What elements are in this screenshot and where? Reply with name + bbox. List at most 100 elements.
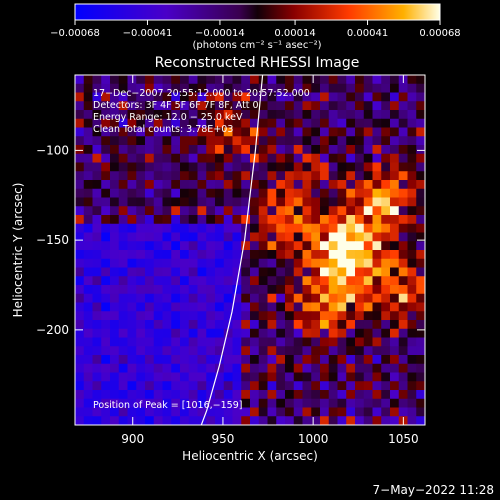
heatmap-cell xyxy=(250,302,260,312)
heatmap-cell xyxy=(355,136,365,146)
footer-date: 7−May−2022 11:28 xyxy=(373,483,495,497)
heatmap-cell xyxy=(153,153,163,163)
heatmap-cell xyxy=(293,390,303,400)
heatmap-cell xyxy=(153,180,163,190)
heatmap-cell xyxy=(171,136,181,146)
heatmap-cell xyxy=(276,381,286,391)
heatmap-cell xyxy=(398,398,408,408)
heatmap-cell xyxy=(153,407,163,417)
heatmap-cell xyxy=(145,171,155,181)
heatmap-cell xyxy=(215,153,225,163)
heatmap-cell xyxy=(136,346,146,356)
heatmap-cell xyxy=(232,232,242,242)
heatmap-cell xyxy=(293,197,303,207)
heatmap-cell xyxy=(398,171,408,181)
heatmap-cell xyxy=(171,171,181,181)
heatmap-cell xyxy=(136,302,146,312)
heatmap-cell xyxy=(346,320,356,330)
heatmap-cell xyxy=(188,381,198,391)
heatmap-cell xyxy=(171,337,181,347)
heatmap-cell xyxy=(180,416,190,425)
heatmap-cell xyxy=(320,258,330,268)
heatmap-cell xyxy=(171,320,181,330)
heatmap-cell xyxy=(355,180,365,190)
heatmap-cell xyxy=(258,311,268,321)
heatmap-cell xyxy=(372,188,382,198)
heatmap-cell xyxy=(416,363,425,373)
heatmap-cell xyxy=(197,363,207,373)
heatmap-cell xyxy=(363,416,373,425)
heatmap-cell xyxy=(110,83,120,93)
heatmap-cell xyxy=(372,206,382,216)
heatmap-cell xyxy=(101,136,111,146)
heatmap-cell xyxy=(302,293,312,303)
heatmap-cell xyxy=(311,101,321,111)
heatmap-cell xyxy=(188,180,198,190)
heatmap-cell xyxy=(83,337,93,347)
heatmap-cell xyxy=(381,372,391,382)
heatmap-cell xyxy=(180,258,190,268)
heatmap-cell xyxy=(92,110,102,120)
heatmap-cell xyxy=(101,302,111,312)
heatmap-cell xyxy=(110,101,120,111)
heatmap-cell xyxy=(83,101,93,111)
heatmap-cell xyxy=(206,215,216,225)
heatmap-cell xyxy=(320,153,330,163)
heatmap-cell xyxy=(215,136,225,146)
heatmap-cell xyxy=(127,267,137,277)
heatmap-cell xyxy=(127,328,137,338)
heatmap-cell xyxy=(118,363,128,373)
heatmap-cell xyxy=(328,285,338,295)
heatmap-cell xyxy=(92,188,102,198)
heatmap-cell xyxy=(232,320,242,330)
heatmap-cell xyxy=(188,171,198,181)
heatmap-cell xyxy=(346,293,356,303)
heatmap-cell xyxy=(75,241,85,251)
heatmap-cell xyxy=(320,92,330,102)
heatmap-cell xyxy=(92,241,102,251)
heatmap-cell xyxy=(75,285,85,295)
heatmap-cell xyxy=(250,311,260,321)
heatmap-cell xyxy=(180,337,190,347)
heatmap-cell xyxy=(232,75,242,85)
heatmap-cell xyxy=(188,250,198,260)
heatmap-cell xyxy=(293,171,303,181)
heatmap-cell xyxy=(285,127,295,137)
heatmap-cell xyxy=(92,267,102,277)
heatmap-cell xyxy=(363,118,373,128)
heatmap-cell xyxy=(267,153,277,163)
heatmap-cell xyxy=(162,363,172,373)
heatmap-cell xyxy=(92,145,102,155)
heatmap-cell xyxy=(241,118,251,128)
heatmap-cell xyxy=(118,258,128,268)
heatmap-cell xyxy=(197,127,207,137)
heatmap-cell xyxy=(110,320,120,330)
heatmap-cell xyxy=(320,346,330,356)
heatmap-cell xyxy=(328,363,338,373)
heatmap-cell xyxy=(346,250,356,260)
heatmap-cell xyxy=(258,241,268,251)
heatmap-cell xyxy=(337,232,347,242)
heatmap-cell xyxy=(127,162,137,172)
heatmap-cell xyxy=(390,127,400,137)
heatmap-cell xyxy=(398,180,408,190)
heatmap-cell xyxy=(127,223,137,233)
heatmap-cell xyxy=(381,407,391,417)
heatmap-cell xyxy=(127,337,137,347)
heatmap-cell xyxy=(293,258,303,268)
heatmap-cell xyxy=(92,92,102,102)
heatmap-cell xyxy=(355,101,365,111)
heatmap-cell xyxy=(346,311,356,321)
heatmap-cell xyxy=(171,381,181,391)
heatmap-cell xyxy=(215,188,225,198)
heatmap-cell xyxy=(407,206,417,216)
heatmap-cell xyxy=(215,162,225,172)
heatmap-cell xyxy=(215,258,225,268)
heatmap-cell xyxy=(110,346,120,356)
heatmap-cell xyxy=(267,363,277,373)
heatmap-cell xyxy=(381,390,391,400)
heatmap-cell xyxy=(162,407,172,417)
heatmap-cell xyxy=(328,328,338,338)
heatmap-cell xyxy=(101,83,111,93)
heatmap-cell xyxy=(215,337,225,347)
